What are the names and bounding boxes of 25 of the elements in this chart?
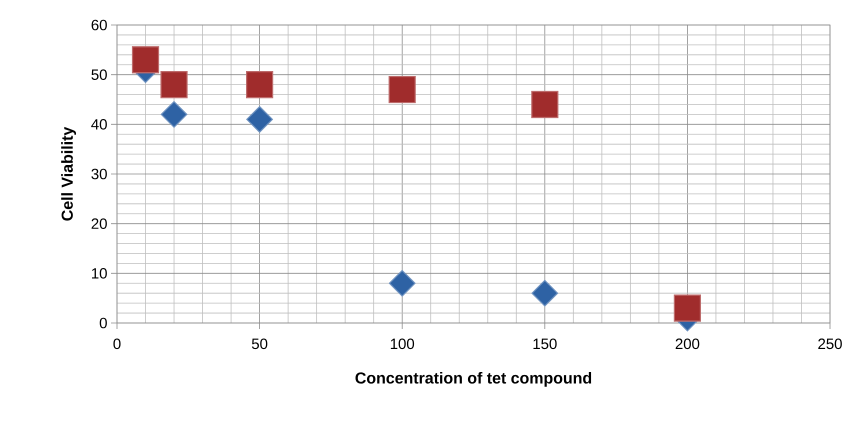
y-tick-label: 60 [92, 20, 107, 30]
x-tick-label: 100 [390, 338, 414, 350]
y-tick-label: 10 [92, 268, 107, 279]
y-tick-label: 30 [91, 168, 107, 180]
x-tick-label: 50 [252, 338, 268, 350]
point [160, 71, 188, 98]
y-tick-label: 40 [91, 119, 107, 130]
y-tick-label: 50 [91, 69, 107, 80]
point [388, 270, 416, 297]
x-tick-label: 250 [818, 338, 842, 350]
point [160, 101, 188, 128]
point [674, 294, 702, 322]
x-tick-label: 0 [113, 338, 121, 350]
x-axis-title: Concentration of tet compound [356, 372, 592, 387]
x-tick-label: 150 [533, 338, 557, 350]
point [246, 106, 273, 133]
y-axis-title: Cell Viability [61, 126, 76, 221]
point [388, 76, 416, 104]
point [132, 46, 160, 74]
point [531, 280, 558, 307]
point [246, 71, 274, 98]
x-tick-label: 200 [676, 338, 700, 350]
y-tick-label: 20 [92, 218, 107, 229]
point [531, 90, 558, 118]
y-tick-label: 0 [100, 318, 107, 328]
